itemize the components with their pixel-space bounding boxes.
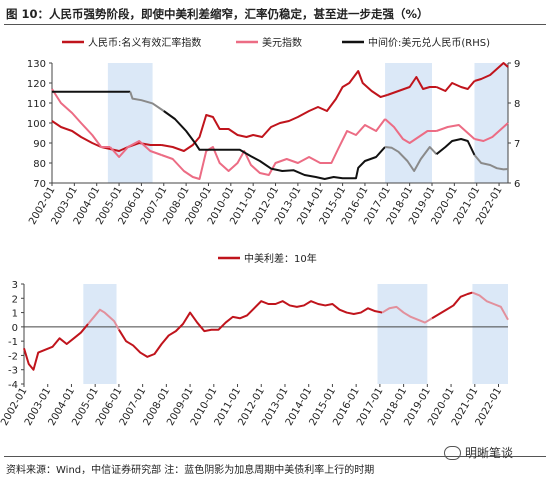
series-2-line-segment-4 [435, 138, 476, 156]
series-2-line-segment-5 [473, 154, 509, 171]
y-tick-label: 90 [33, 139, 46, 150]
figure-title: 图 10：人民币强势阶段，即使中美利差缩窄，汇率仍稳定，甚至进一步走强（%） [6, 7, 429, 21]
y-tick-label: 3 [12, 280, 18, 291]
chart-rate-spread: 中美利差：10年-4-3-2-101232002-012003-012004-0… [0, 252, 509, 428]
series-2-line-segment-3 [384, 146, 438, 172]
chart-exchange-rates: 人民币:名义有效汇率指数 美元指数 中间价:美元兑人民币(RHS) 70 80 90 100… [27, 36, 520, 227]
title-divider [4, 24, 546, 25]
series-1-line-segment-5 [474, 122, 509, 142]
y2-tick-label: 9 [514, 59, 520, 70]
series-0 [23, 291, 509, 371]
y-tick-label: 130 [27, 59, 46, 70]
shade-period-2 [472, 284, 508, 384]
series-0-line-segment-1 [87, 308, 120, 331]
legend-label-0: 中美利差：10年 [244, 252, 317, 265]
y-tick-label: -1 [8, 337, 18, 348]
source-note: 资料来源：Wind，中信证券研究部 注：蓝色阴影为加息周期中美债利率上行的时期 [6, 465, 375, 476]
y-tick-label: 80 [33, 159, 46, 170]
series-1-line-segment-3 [384, 118, 437, 144]
y-tick-label: 70 [33, 179, 46, 190]
y-tick-label: -4 [8, 380, 18, 391]
series-0-line-segment-5 [472, 291, 509, 321]
y-tick-label: -2 [8, 351, 18, 362]
series-0-line-segment-4 [436, 80, 476, 92]
series-0-line-segment-5 [474, 62, 509, 82]
series-0-line-segment-3 [381, 305, 433, 324]
y2-tick-label: 6 [514, 179, 520, 190]
series-1-line-segment-2 [161, 118, 386, 180]
legend-label-2: 中间价:美元兑人民币(RHS) [368, 36, 490, 49]
legend-label-1: 美元指数 [262, 36, 302, 49]
y2-tick-label: 8 [514, 99, 520, 110]
series-1-line-segment-4 [436, 124, 476, 140]
legend-label-0: 人民币:名义有效汇率指数 [88, 36, 201, 49]
y-tick-label: -3 [8, 366, 18, 377]
watermark: 明晰笔谈 [444, 444, 513, 461]
series-1-line-segment-1 [109, 140, 162, 158]
series-1 [51, 88, 509, 180]
series-2-line-segment-2 [163, 110, 386, 180]
y-tick-label: 0 [12, 323, 18, 334]
series-2-line-segment-1 [129, 91, 165, 112]
y-tick-label: 2 [12, 294, 18, 305]
series-0-line-segment-0 [51, 120, 111, 150]
series-0-line-segment-2 [118, 300, 383, 358]
series-0-line-segment-2 [161, 70, 388, 152]
watermark-text: 明晰笔谈 [465, 446, 514, 460]
series-0-line-segment-4 [431, 291, 473, 320]
series-0-line-segment-3 [386, 76, 437, 96]
y2-tick-label: 7 [514, 139, 520, 150]
y-tick-label: 110 [27, 99, 46, 110]
series-1-line-segment-0 [51, 88, 111, 148]
wechat-logo-icon [444, 445, 461, 460]
shade-period-1 [385, 63, 432, 183]
shade-period-0 [107, 63, 153, 183]
series-0-line-segment-0 [23, 323, 89, 371]
shade-period-1 [377, 284, 428, 384]
y-tick-label: 100 [27, 119, 46, 130]
series-2 [52, 90, 509, 180]
shade-period-0 [83, 284, 117, 384]
y-tick-label: 120 [27, 79, 46, 90]
footer-divider [4, 456, 546, 457]
y-tick-label: 1 [12, 309, 18, 320]
